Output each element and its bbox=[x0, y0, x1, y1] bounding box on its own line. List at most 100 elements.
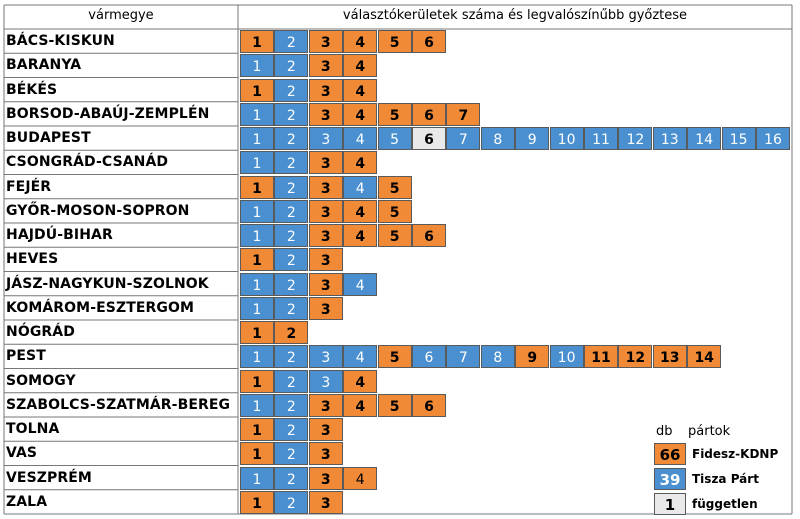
district-cell: 1 bbox=[240, 224, 274, 247]
district-cell: 4 bbox=[343, 54, 378, 78]
district-cell: 5 bbox=[377, 224, 412, 247]
legend-count: 39 bbox=[654, 468, 686, 490]
legend-party-header: pártok bbox=[688, 424, 731, 439]
district-cell: 6 bbox=[412, 30, 446, 53]
county-label: BÉKÉS bbox=[6, 81, 58, 98]
district-cell: 4 bbox=[343, 199, 378, 223]
district-cell: 1 bbox=[240, 127, 274, 150]
district-cell: 13 bbox=[652, 127, 687, 150]
district-cell: 2 bbox=[274, 78, 309, 102]
district-cell: 2 bbox=[274, 272, 309, 296]
county-label: KOMÁROM-ESZTERGOM bbox=[6, 299, 195, 316]
district-cell: 1 bbox=[240, 199, 274, 223]
district-cell: 4 bbox=[343, 272, 378, 296]
district-cell: 1 bbox=[240, 54, 274, 78]
legend-label: független bbox=[692, 497, 758, 511]
district-cell: 3 bbox=[308, 248, 343, 272]
district-cell: 2 bbox=[274, 102, 309, 126]
district-cell: 3 bbox=[308, 466, 343, 490]
county-label: VESZPRÉM bbox=[6, 469, 92, 486]
legend-label: Tisza Párt bbox=[692, 472, 759, 486]
district-cell: 4 bbox=[343, 127, 378, 150]
district-cell: 6 bbox=[412, 393, 446, 417]
county-label: VAS bbox=[6, 445, 38, 462]
district-cell: 5 bbox=[377, 199, 412, 223]
district-cell: 6 bbox=[412, 127, 446, 150]
district-cell: 2 bbox=[274, 199, 309, 223]
district-cell: 3 bbox=[308, 102, 343, 126]
district-cell: 1 bbox=[240, 296, 274, 320]
district-cell: 5 bbox=[377, 393, 412, 417]
district-cell: 1 bbox=[240, 151, 274, 175]
county-label: TOLNA bbox=[6, 421, 60, 437]
district-cell: 5 bbox=[377, 30, 412, 53]
district-cell: 1 bbox=[240, 369, 274, 393]
county-label: FEJÉR bbox=[6, 178, 52, 195]
district-cell: 11 bbox=[584, 345, 618, 369]
county-label: HEVES bbox=[6, 251, 59, 268]
district-cell: 1 bbox=[240, 393, 274, 417]
district-cell: 2 bbox=[274, 296, 309, 320]
district-cell: 3 bbox=[308, 490, 343, 514]
district-cell: 7 bbox=[446, 127, 481, 150]
district-cell: 4 bbox=[343, 30, 378, 53]
district-cell: 14 bbox=[687, 127, 722, 150]
district-cell: 6 bbox=[412, 102, 446, 126]
district-cell: 3 bbox=[308, 127, 343, 150]
district-cell: 2 bbox=[274, 248, 309, 272]
district-cell: 1 bbox=[240, 418, 274, 441]
district-cell: 1 bbox=[240, 490, 274, 514]
district-cell: 1 bbox=[240, 248, 274, 272]
district-cell: 4 bbox=[343, 78, 378, 102]
district-cell: 5 bbox=[377, 102, 412, 126]
district-cell: 8 bbox=[480, 345, 515, 369]
district-cell: 2 bbox=[274, 369, 309, 393]
district-cell: 5 bbox=[377, 345, 412, 369]
county-label: NÓGRÁD bbox=[6, 324, 75, 340]
district-cell: 2 bbox=[274, 490, 309, 514]
district-cell: 14 bbox=[687, 345, 722, 369]
district-cell: 3 bbox=[308, 272, 343, 296]
county-column-header: vármegye bbox=[88, 8, 154, 23]
district-cell: 1 bbox=[240, 30, 274, 53]
district-cell: 16 bbox=[756, 127, 790, 150]
district-cell: 3 bbox=[308, 393, 343, 417]
county-label: BORSOD-ABAÚJ-ZEMPLÉN bbox=[6, 105, 210, 122]
county-label: BUDAPEST bbox=[6, 130, 91, 146]
district-cell: 1 bbox=[240, 345, 274, 369]
county-label: HAJDÚ-BIHAR bbox=[6, 227, 113, 243]
district-cell: 4 bbox=[343, 151, 378, 175]
district-cell: 11 bbox=[584, 127, 618, 150]
county-label: SOMOGY bbox=[6, 372, 76, 389]
district-cell: 3 bbox=[308, 30, 343, 53]
district-cell: 8 bbox=[480, 127, 515, 150]
district-cell: 3 bbox=[308, 54, 343, 78]
district-cell: 4 bbox=[343, 393, 378, 417]
district-cell: 2 bbox=[274, 175, 309, 199]
district-cell: 10 bbox=[549, 345, 584, 369]
district-cell: 3 bbox=[308, 442, 343, 466]
district-cell: 3 bbox=[308, 296, 343, 320]
district-cell: 3 bbox=[308, 418, 343, 441]
district-cell: 1 bbox=[240, 272, 274, 296]
district-cell: 15 bbox=[721, 127, 756, 150]
district-cell: 1 bbox=[240, 442, 274, 466]
district-cell: 2 bbox=[274, 30, 309, 53]
district-cell: 4 bbox=[343, 369, 378, 393]
county-label: BARANYA bbox=[6, 57, 82, 74]
county-label: BÁCS-KISKUN bbox=[6, 33, 115, 49]
district-cell: 6 bbox=[412, 345, 446, 369]
county-label: SZABOLCS-SZATMÁR-BEREG bbox=[6, 396, 231, 413]
district-cell: 3 bbox=[308, 199, 343, 223]
county-label: ZALA bbox=[6, 493, 48, 510]
district-cell: 1 bbox=[240, 102, 274, 126]
district-cell: 2 bbox=[274, 393, 309, 417]
district-cell: 2 bbox=[274, 418, 309, 441]
district-cell: 9 bbox=[515, 345, 550, 369]
district-cell: 2 bbox=[274, 466, 309, 490]
district-cell: 2 bbox=[274, 151, 309, 175]
district-cell: 7 bbox=[446, 345, 481, 369]
district-cell: 1 bbox=[240, 78, 274, 102]
district-cell: 3 bbox=[308, 345, 343, 369]
district-cell: 3 bbox=[308, 369, 343, 393]
